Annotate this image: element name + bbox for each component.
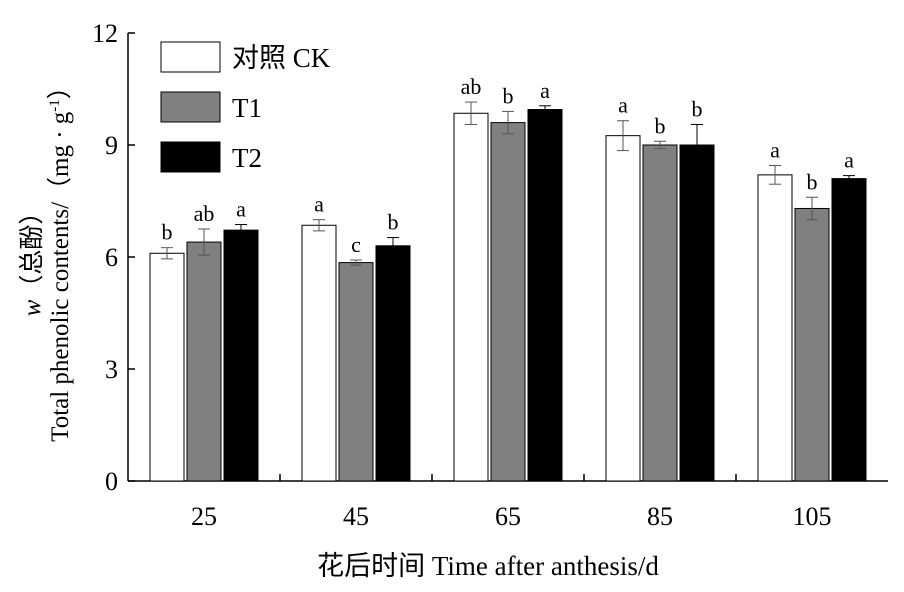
significance-letter: a	[618, 93, 628, 118]
bar	[338, 262, 374, 482]
x-ticks: 25 45 65 85 105	[191, 474, 832, 531]
bar	[757, 174, 793, 482]
significance-letter: a	[314, 192, 324, 217]
legend-swatch	[160, 91, 221, 123]
y-tick-label: 3	[105, 355, 118, 384]
legend-swatch	[160, 141, 221, 173]
bar	[490, 122, 526, 482]
significance-letter: b	[503, 83, 514, 108]
legend-label: T1	[232, 93, 262, 123]
legend-swatch	[160, 41, 221, 73]
bar	[186, 241, 222, 482]
x-tick-label: 25	[191, 502, 217, 531]
bar	[149, 252, 185, 482]
bar	[831, 178, 867, 482]
significance-letter: b	[388, 210, 399, 235]
y-axis-label-line1: w（总酚）	[18, 200, 46, 317]
significance-letter: a	[540, 78, 550, 103]
x-tick-label: 65	[495, 502, 521, 531]
bar	[453, 112, 489, 482]
significance-letter: c	[351, 232, 361, 257]
significance-letter: ab	[461, 74, 482, 99]
significance-letter: b	[162, 220, 173, 245]
significance-letter: b	[692, 96, 703, 121]
x-axis-label: 花后时间 Time after anthesis/d	[317, 551, 659, 581]
y-axis-label-line2: Total phenolic contents/（mg · g-1）	[46, 74, 74, 442]
significance-letter: ab	[194, 201, 215, 226]
y-tick-label: 9	[105, 131, 118, 160]
significance-letter: b	[655, 113, 666, 138]
y-tick-label: 0	[105, 467, 118, 496]
legend-label: 对照 CK	[232, 43, 331, 73]
significance-letter: b	[807, 169, 818, 194]
legend: 对照 CK T1 T2	[160, 41, 331, 173]
y-ticks: 0 3 6 9 12	[92, 19, 135, 496]
bar	[223, 229, 259, 482]
x-tick-label: 105	[793, 502, 832, 531]
bar	[301, 224, 337, 482]
bar	[642, 144, 678, 482]
bar	[375, 245, 411, 482]
bar	[605, 135, 641, 482]
bar	[527, 109, 563, 482]
significance-letter: a	[770, 138, 780, 163]
significance-letter: a	[844, 148, 854, 173]
x-tick-label: 85	[647, 502, 673, 531]
bar	[794, 207, 830, 482]
y-tick-label: 6	[105, 243, 118, 272]
x-tick-label: 45	[343, 502, 369, 531]
y-tick-label: 12	[92, 19, 118, 48]
bar	[679, 144, 715, 482]
legend-label: T2	[232, 143, 262, 173]
significance-letter: a	[236, 197, 246, 222]
